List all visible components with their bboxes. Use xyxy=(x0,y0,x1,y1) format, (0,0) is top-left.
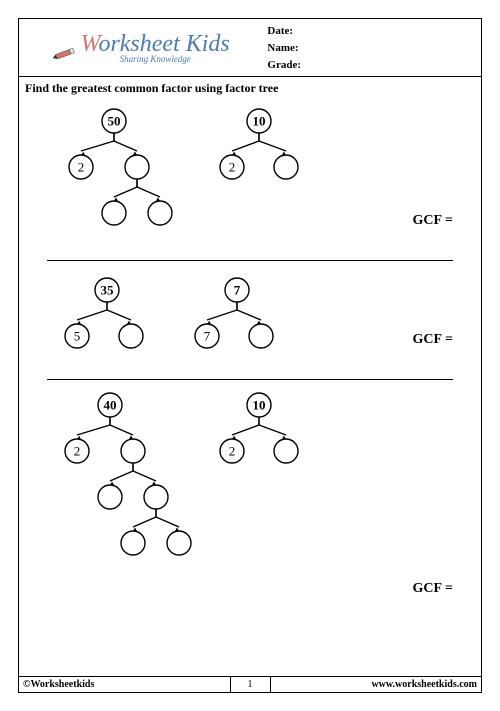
date-label: Date: xyxy=(267,25,473,37)
svg-text:2: 2 xyxy=(78,160,85,175)
svg-text:2: 2 xyxy=(74,444,81,459)
info-fields: Date: Name: Grade: xyxy=(259,19,481,76)
svg-text:7: 7 xyxy=(204,329,211,344)
problem-2: 35 5 7 7 GCF = xyxy=(19,261,481,379)
footer-url: www.worksheetkids.com xyxy=(271,677,482,692)
logo: Worksheet Kids Sharing Knowledge xyxy=(19,19,259,76)
svg-text:5: 5 xyxy=(74,329,81,344)
svg-text:2: 2 xyxy=(229,160,236,175)
gcf-label: GCF = xyxy=(412,581,453,597)
svg-text:50: 50 xyxy=(108,114,121,129)
name-label: Name: xyxy=(267,42,473,54)
footer: ©Worksheetkids 1 www.worksheetkids.com xyxy=(19,676,481,692)
footer-page: 1 xyxy=(231,677,271,692)
factor-trees: 40 2 10 2 xyxy=(19,381,479,631)
svg-text:2: 2 xyxy=(229,444,236,459)
header: Worksheet Kids Sharing Knowledge Date: N… xyxy=(19,19,481,77)
worksheet-page: Worksheet Kids Sharing Knowledge Date: N… xyxy=(18,18,482,693)
svg-text:10: 10 xyxy=(253,114,266,129)
svg-text:10: 10 xyxy=(253,398,266,413)
logo-initial: W xyxy=(81,31,99,57)
gcf-label: GCF = xyxy=(412,332,453,348)
factor-trees: 35 5 7 7 xyxy=(19,262,479,380)
svg-text:40: 40 xyxy=(104,398,117,413)
gcf-label: GCF = xyxy=(412,213,453,229)
svg-text:7: 7 xyxy=(234,283,241,298)
grade-label: Grade: xyxy=(267,59,473,71)
instruction-text: Find the greatest common factor using fa… xyxy=(19,77,481,100)
svg-text:35: 35 xyxy=(101,283,115,298)
problems-container: 50 2 10 2 GCF = 35 5 7 7 GCF = 40 2 10 2 GCF = xyxy=(19,100,481,630)
problem-3: 40 2 10 2 GCF = xyxy=(19,380,481,630)
logo-rest: orksheet Kids xyxy=(98,31,229,57)
factor-trees: 50 2 10 2 xyxy=(19,101,479,261)
pencil-icon xyxy=(48,45,79,63)
footer-copyright: ©Worksheetkids xyxy=(19,677,231,692)
problem-1: 50 2 10 2 GCF = xyxy=(19,100,481,260)
